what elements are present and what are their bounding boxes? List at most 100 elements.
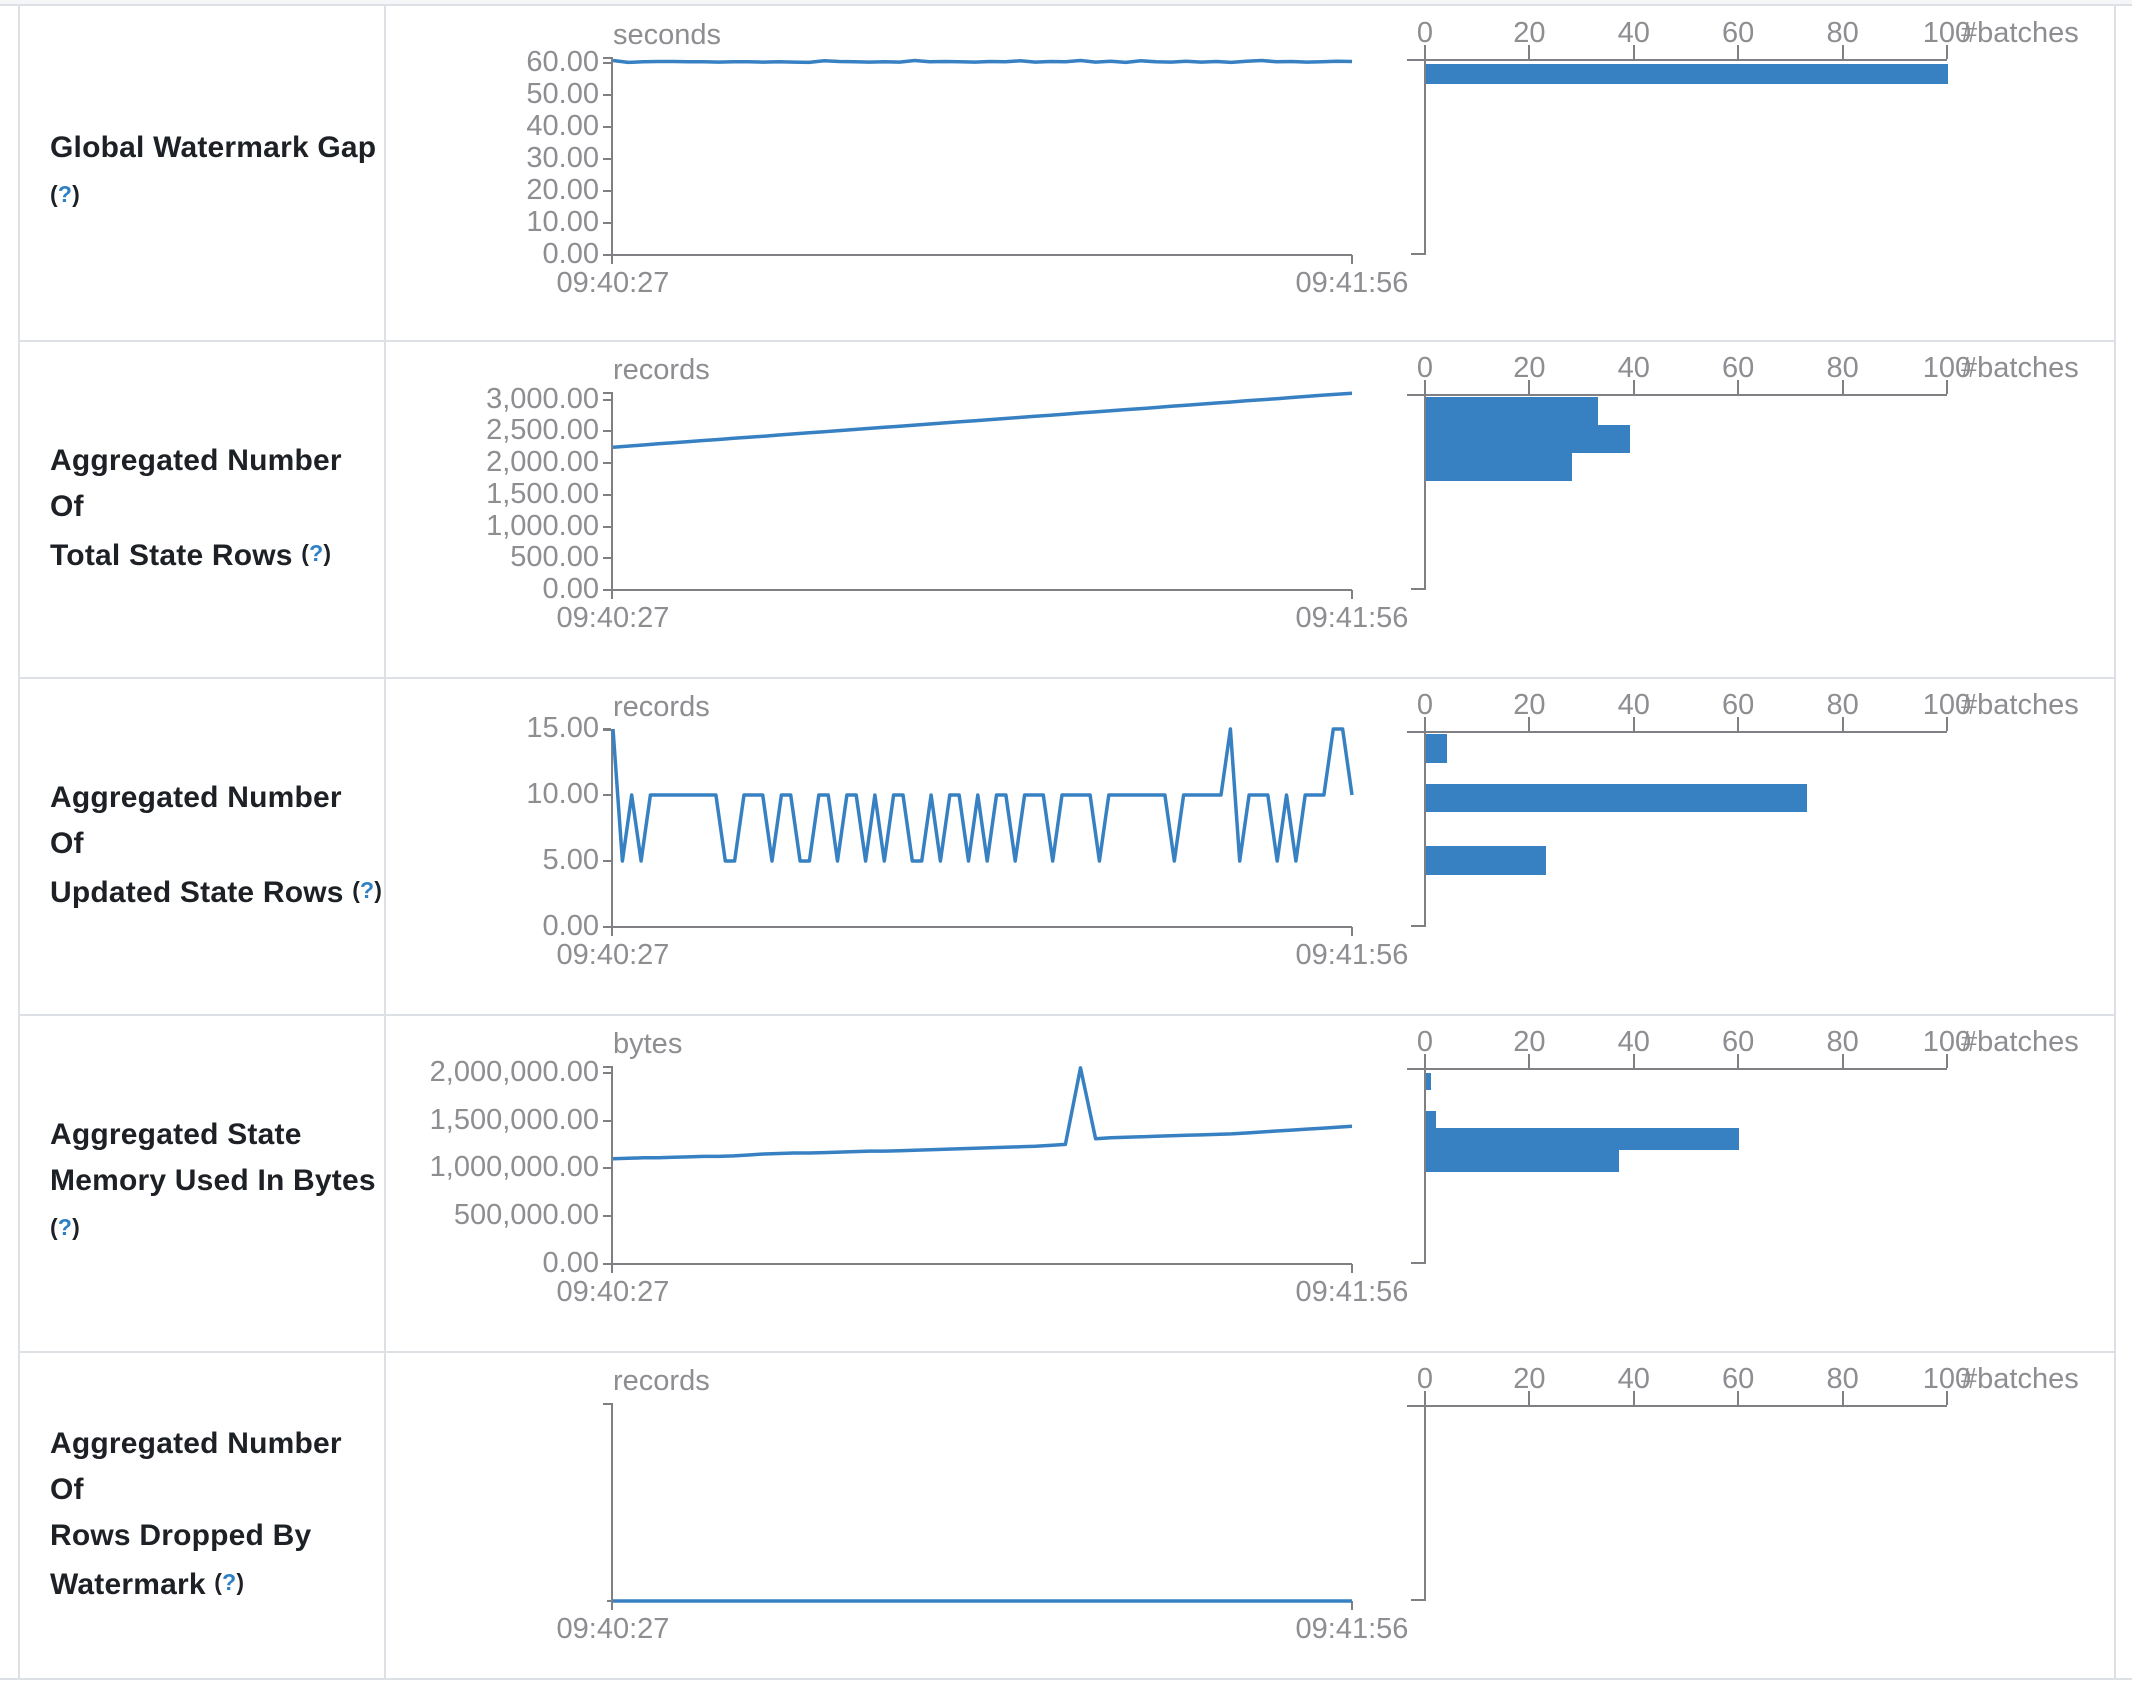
metric-title-text: Aggregated Number Of (50, 444, 342, 523)
metric-label-line: Aggregated Number Of (50, 438, 383, 530)
metric-title-text: Rows Dropped By (50, 1519, 312, 1552)
hist-bar (1426, 1110, 1437, 1128)
timeline-y-axis (611, 392, 613, 590)
metric-label-line: (?) (50, 171, 383, 220)
help-paren-close: ) (374, 877, 383, 903)
help-question-icon[interactable]: ? (57, 1214, 73, 1240)
xtick-label-start: 09:40:27 (556, 602, 670, 634)
histogram-y-axis (1424, 60, 1426, 255)
x-axis-left-tick (611, 1601, 613, 1610)
ytick-label: 40.00 (526, 110, 599, 143)
metric-label-line: (?) (50, 1204, 383, 1253)
y-tick (603, 1167, 611, 1170)
hist-tick (1632, 1054, 1635, 1068)
hist-tick-label: 40 (1617, 352, 1650, 384)
xtick-label-end: 09:41:56 (1295, 602, 1409, 634)
histogram-bottom-tick (1411, 588, 1424, 590)
chart-unit-label: records (613, 1365, 710, 1397)
chart-unit-label: seconds (613, 19, 722, 51)
metric-label-line: Total State Rows (?) (50, 530, 383, 579)
y-tick (603, 1119, 611, 1122)
help-tooltip-link[interactable]: (?) (214, 1569, 244, 1595)
line-series (612, 1066, 1353, 1161)
x-axis-right-tick (1351, 1601, 1353, 1610)
y-axis-top-cap-tick (603, 1403, 611, 1405)
hist-tick (1528, 1054, 1531, 1068)
help-question-icon[interactable]: ? (309, 540, 324, 566)
timeline-y-axis (611, 1066, 613, 1264)
hist-tick-label: 20 (1513, 1026, 1546, 1058)
hist-bar (1426, 1128, 1740, 1150)
hist-tick-label: 40 (1617, 689, 1650, 721)
table-right-border (2114, 4, 2116, 1680)
y-tick (603, 430, 611, 433)
help-tooltip-link[interactable]: (?) (352, 877, 382, 903)
histogram-top-axis (1407, 59, 1947, 61)
hist-tick-label: 100 (1922, 17, 1972, 49)
row-divider (18, 1014, 2114, 1016)
hist-tick-label: 100 (1922, 1363, 1972, 1395)
metric-label-line: Watermark (?) (50, 1559, 383, 1608)
line-series (612, 391, 1353, 449)
hist-bar (1426, 63, 1948, 84)
xtick-label-end: 09:41:56 (1295, 267, 1409, 299)
timeline-x-axis (607, 254, 1352, 256)
hist-tick (1946, 717, 1948, 731)
hist-tick (1946, 45, 1948, 59)
hist-tick (1424, 1054, 1426, 1068)
hist-tick-label: 0 (1416, 1363, 1434, 1395)
y-axis-top-cap-tick (603, 1066, 611, 1068)
line-series (611, 727, 1354, 863)
hist-bar (1426, 1149, 1620, 1172)
label-column-divider (384, 4, 386, 1680)
hist-bar (1426, 425, 1630, 454)
help-paren-close: ) (72, 181, 80, 207)
batches-unit-label: #batches (1961, 17, 2079, 49)
ytick-label: 1,000,000.00 (429, 1151, 599, 1184)
ytick-label: 1,500.00 (486, 477, 599, 510)
histogram-y-axis (1424, 1069, 1426, 1264)
metric-row: Aggregated Number Of Updated State Rows (… (0, 677, 2132, 1014)
histogram-bottom-tick (1411, 1599, 1424, 1601)
hist-tick (1737, 45, 1740, 59)
ytick-label: 10.00 (526, 206, 599, 239)
line-series (612, 58, 1353, 65)
x-axis-left-tick (611, 927, 613, 936)
histogram-bottom-tick (1411, 1262, 1424, 1264)
y-tick (603, 126, 611, 129)
timeline-line-chart (612, 58, 1353, 65)
y-tick (603, 557, 611, 560)
metric-label-cell: Global Watermark Gap (?) (20, 5, 383, 340)
chart-unit-label: records (613, 691, 710, 723)
metric-label-line: Updated State Rows (?) (50, 867, 383, 916)
batches-unit-label: #batches (1961, 689, 2079, 721)
y-tick (603, 222, 611, 225)
help-paren-open: ( (50, 181, 58, 207)
histogram-bottom-tick (1411, 253, 1424, 255)
ytick-label: 0.00 (542, 910, 599, 942)
metric-label-line: Aggregated Number Of (50, 775, 383, 867)
y-tick (603, 158, 611, 161)
hist-tick (1946, 380, 1948, 394)
help-tooltip-link[interactable]: (?) (301, 540, 331, 566)
y-axis-top-cap-tick (603, 57, 611, 59)
hist-bar (1426, 846, 1547, 875)
help-tooltip-link[interactable]: (?) (50, 181, 80, 207)
hist-tick (1737, 1054, 1740, 1068)
metric-title-text: Watermark (50, 1568, 215, 1601)
hist-tick (1424, 1391, 1426, 1405)
help-question-icon[interactable]: ? (360, 877, 375, 903)
y-tick (603, 728, 611, 730)
metric-title-text: Total State Rows (50, 539, 302, 572)
ytick-label: 10.00 (526, 778, 599, 810)
hist-tick-label: 80 (1826, 1363, 1859, 1395)
x-axis-right-tick (1351, 255, 1353, 264)
y-tick (603, 62, 611, 65)
help-question-icon[interactable]: ? (222, 1569, 237, 1595)
hist-tick (1841, 45, 1844, 59)
hist-bar (1426, 453, 1573, 482)
y-tick (603, 190, 611, 193)
help-tooltip-link[interactable]: (?) (50, 1214, 80, 1240)
help-question-icon[interactable]: ? (57, 181, 73, 207)
table-bottom-border (0, 1678, 2132, 1680)
